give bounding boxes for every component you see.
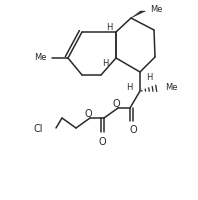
Text: Me: Me [165, 82, 177, 92]
Text: Me: Me [34, 53, 47, 62]
Text: H: H [106, 23, 112, 32]
Text: Me: Me [150, 5, 163, 15]
Polygon shape [131, 11, 146, 18]
Text: O: O [98, 137, 106, 147]
Text: H: H [127, 84, 133, 92]
Text: H: H [146, 73, 152, 82]
Text: H: H [103, 58, 109, 68]
Text: O: O [84, 109, 92, 119]
Text: O: O [112, 99, 120, 109]
Text: O: O [129, 125, 137, 135]
Text: Cl: Cl [33, 124, 43, 134]
